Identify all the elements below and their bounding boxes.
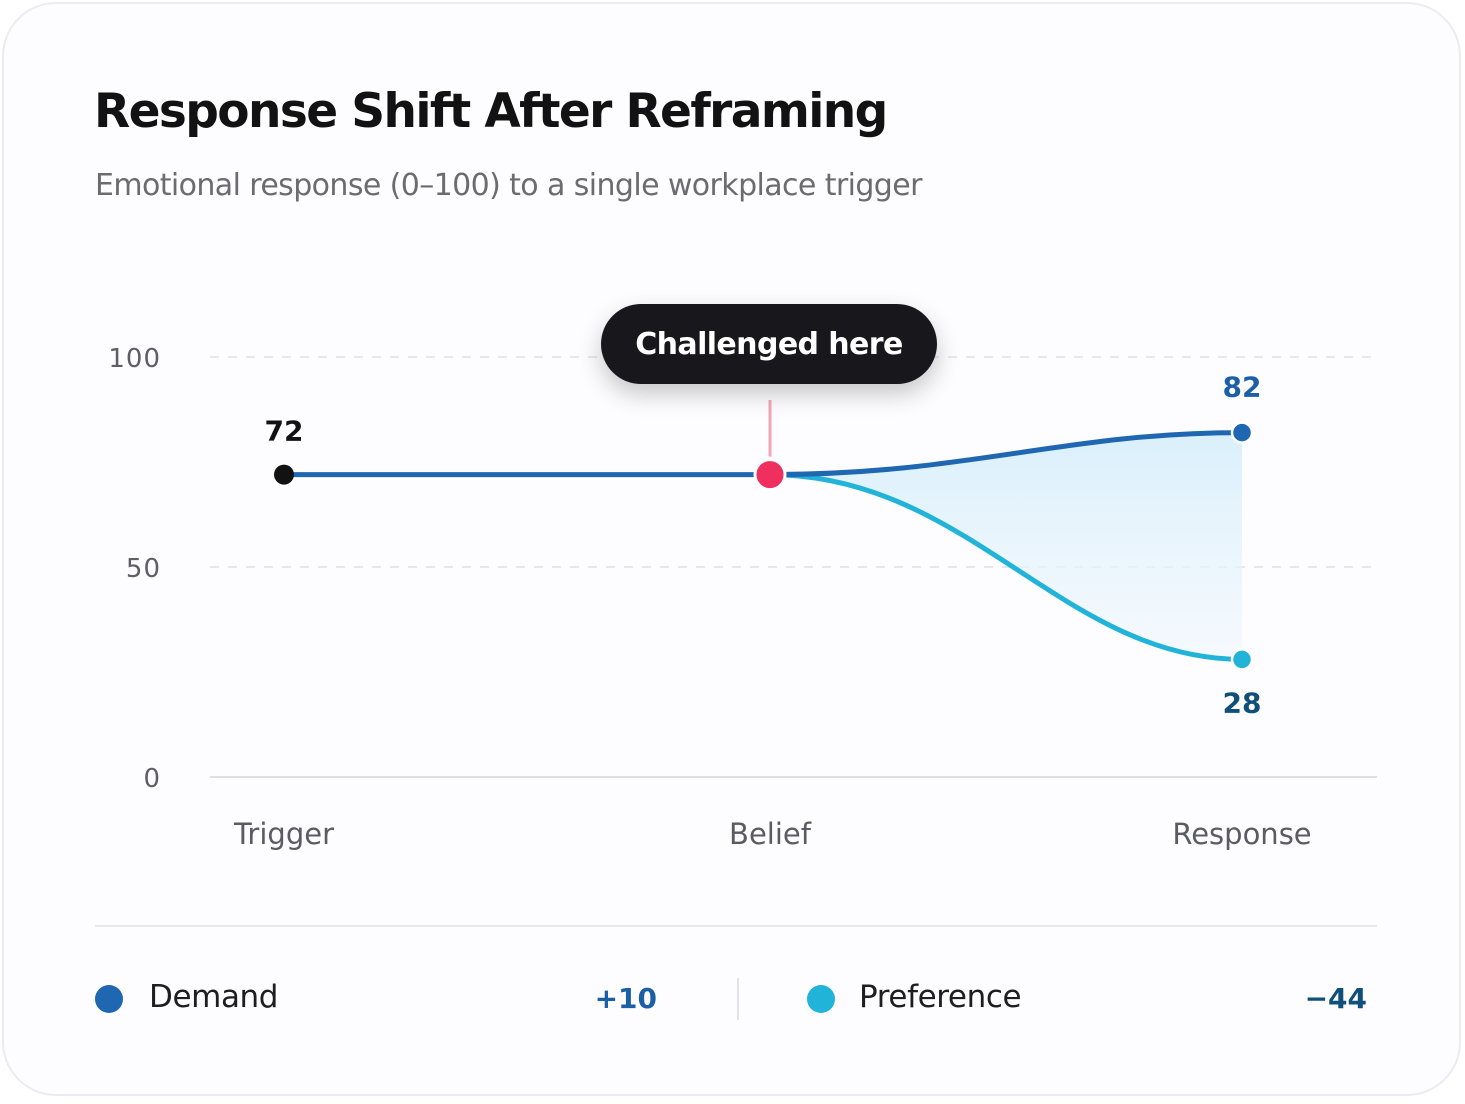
demand-end-label: 82 [1223, 371, 1262, 404]
y-tick-label: 50 [126, 554, 161, 584]
belief-point [753, 458, 787, 492]
legend-demand-label: Demand [149, 979, 279, 1015]
chart-subtitle: Emotional response (0–100) to a single w… [95, 168, 922, 203]
data-points [274, 421, 1254, 671]
preference-end-label: 28 [1223, 686, 1262, 719]
trigger-point [274, 464, 294, 485]
x-tick-label: Trigger [233, 817, 334, 851]
divergence-band [770, 432, 1242, 660]
series-lines [281, 400, 1245, 662]
x-tick-label: Belief [729, 817, 812, 851]
preference-line [767, 472, 1245, 662]
trigger-value-label: 72 [265, 415, 304, 448]
legend-demand-dot [95, 985, 123, 1013]
demand-end-point [1230, 421, 1254, 444]
preference-end-point [1230, 648, 1254, 671]
legend-preference-delta: −44 [1304, 982, 1367, 1015]
challenged-annotation: Challenged here [601, 304, 937, 384]
legend-separator [737, 978, 739, 1020]
legend-preference-dot [807, 985, 835, 1013]
legend-preference-label: Preference [859, 979, 1022, 1015]
y-tick-label: 0 [143, 764, 161, 794]
demand-line [767, 430, 1245, 478]
line-chart: 0 50 100 Trigger Belief Response 72 82 28 [108, 344, 1377, 851]
x-tick-label: Response [1172, 817, 1311, 851]
legend-divider [95, 925, 1377, 927]
legend-demand-delta: +10 [594, 982, 657, 1015]
divergence-band-fill [770, 432, 1242, 660]
y-tick-label: 100 [108, 344, 161, 374]
data-labels: 0 50 100 Trigger Belief Response 72 82 28 [108, 344, 1311, 851]
chart-title: Response Shift After Reframing [94, 84, 888, 139]
